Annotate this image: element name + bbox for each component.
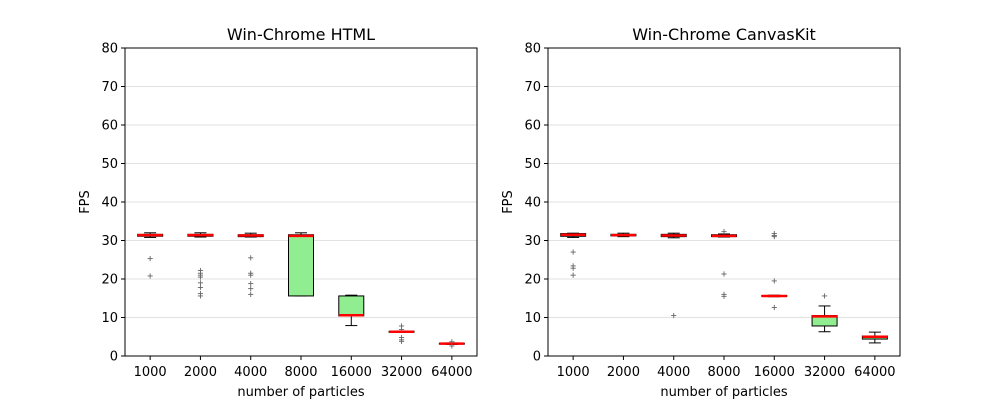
x-tick-label: 2000 bbox=[607, 365, 640, 380]
x-tick-label: 1000 bbox=[557, 365, 590, 380]
box-1000 bbox=[560, 232, 587, 278]
box-2000 bbox=[187, 232, 214, 299]
outlier-point bbox=[197, 280, 204, 286]
outlier-point bbox=[570, 272, 576, 278]
y-tick-label: 70 bbox=[101, 80, 118, 95]
y-tick-label: 0 bbox=[110, 350, 118, 365]
y-tick-label: 10 bbox=[524, 311, 541, 326]
outlier-point bbox=[248, 272, 254, 278]
x-tick-label: 4000 bbox=[234, 365, 267, 380]
y-tick-label: 50 bbox=[524, 157, 541, 172]
outlier-point bbox=[248, 291, 254, 297]
outlier-point bbox=[449, 343, 455, 349]
box-8000 bbox=[288, 232, 314, 297]
outlier-point bbox=[197, 293, 204, 299]
outlier-point bbox=[671, 312, 677, 319]
box-iqr bbox=[338, 295, 365, 317]
outlier-point bbox=[197, 274, 204, 280]
y-tick-label: 40 bbox=[524, 196, 541, 211]
outlier-point bbox=[570, 265, 576, 271]
y-tick-label: 30 bbox=[101, 234, 118, 249]
outlier-point bbox=[721, 271, 727, 277]
outlier-point bbox=[721, 293, 727, 299]
y-tick-label: 70 bbox=[524, 80, 541, 95]
outlier-point bbox=[248, 255, 254, 261]
box-16000 bbox=[338, 294, 365, 327]
outlier-point bbox=[147, 273, 153, 279]
x-tick-label: 2000 bbox=[184, 365, 217, 380]
box-64000 bbox=[861, 331, 888, 344]
box-4000 bbox=[660, 232, 687, 319]
x-tick-label: 8000 bbox=[284, 365, 317, 380]
x-tick-label: 8000 bbox=[707, 365, 740, 380]
y-tick-label: 20 bbox=[524, 273, 541, 288]
chart-panel-canvaskit: 0 10 20 30 40 50 60 70 80 1000 2000 4000 8000 16000 3… bbox=[501, 25, 901, 400]
outlier-point bbox=[398, 338, 405, 344]
y-tick-label: 30 bbox=[524, 234, 541, 249]
x-axis-label: number of particles bbox=[237, 385, 365, 400]
x-tick-label: 4000 bbox=[657, 365, 690, 380]
x-tick-label: 16000 bbox=[331, 365, 372, 380]
outlier-point bbox=[570, 249, 576, 255]
x-tick-label: 64000 bbox=[854, 365, 895, 380]
outlier-point bbox=[771, 304, 777, 311]
y-axis-label: FPS bbox=[501, 190, 516, 214]
box-64000 bbox=[438, 339, 465, 349]
y-tick-label: 10 bbox=[101, 311, 118, 326]
outlier-point bbox=[771, 278, 777, 284]
y-axis-label: FPS bbox=[78, 190, 93, 214]
y-tick-label: 40 bbox=[101, 196, 118, 211]
x-tick-label: 1000 bbox=[134, 365, 167, 380]
x-tick-label: 16000 bbox=[754, 365, 795, 380]
y-tick-label: 0 bbox=[533, 350, 541, 365]
x-tick-label: 64000 bbox=[431, 365, 472, 380]
box-2000 bbox=[610, 232, 637, 238]
y-tick-label: 80 bbox=[101, 42, 118, 57]
outlier-point bbox=[398, 326, 405, 333]
chart-panel-html: 0 10 20 30 40 50 60 70 80 1000 2000 4000 8000 16000 3… bbox=[78, 25, 478, 400]
outlier-point bbox=[248, 281, 254, 287]
y-tick-label: 80 bbox=[524, 42, 541, 57]
outlier-point bbox=[197, 284, 204, 291]
outlier-point bbox=[771, 234, 777, 240]
outlier-point bbox=[248, 286, 254, 292]
x-tick-label: 32000 bbox=[381, 365, 422, 380]
chart-title: Win-Chrome HTML bbox=[227, 25, 375, 44]
box-iqr bbox=[288, 234, 314, 297]
box-4000 bbox=[237, 232, 264, 297]
box-16000 bbox=[761, 230, 788, 311]
outlier-point bbox=[147, 255, 153, 262]
outlier-point bbox=[821, 293, 828, 299]
x-tick-label: 32000 bbox=[804, 365, 845, 380]
y-tick-label: 50 bbox=[101, 157, 118, 172]
y-tick-label: 60 bbox=[101, 119, 118, 134]
y-tick-label: 20 bbox=[101, 273, 118, 288]
box-32000 bbox=[388, 323, 415, 344]
box-32000 bbox=[811, 293, 838, 333]
box-8000 bbox=[711, 229, 737, 299]
y-tick-label: 60 bbox=[524, 119, 541, 134]
outlier-point bbox=[721, 229, 727, 235]
x-axis-label: number of particles bbox=[660, 385, 788, 400]
chart-title: Win-Chrome CanvasKit bbox=[632, 25, 816, 44]
box-1000 bbox=[137, 232, 164, 279]
